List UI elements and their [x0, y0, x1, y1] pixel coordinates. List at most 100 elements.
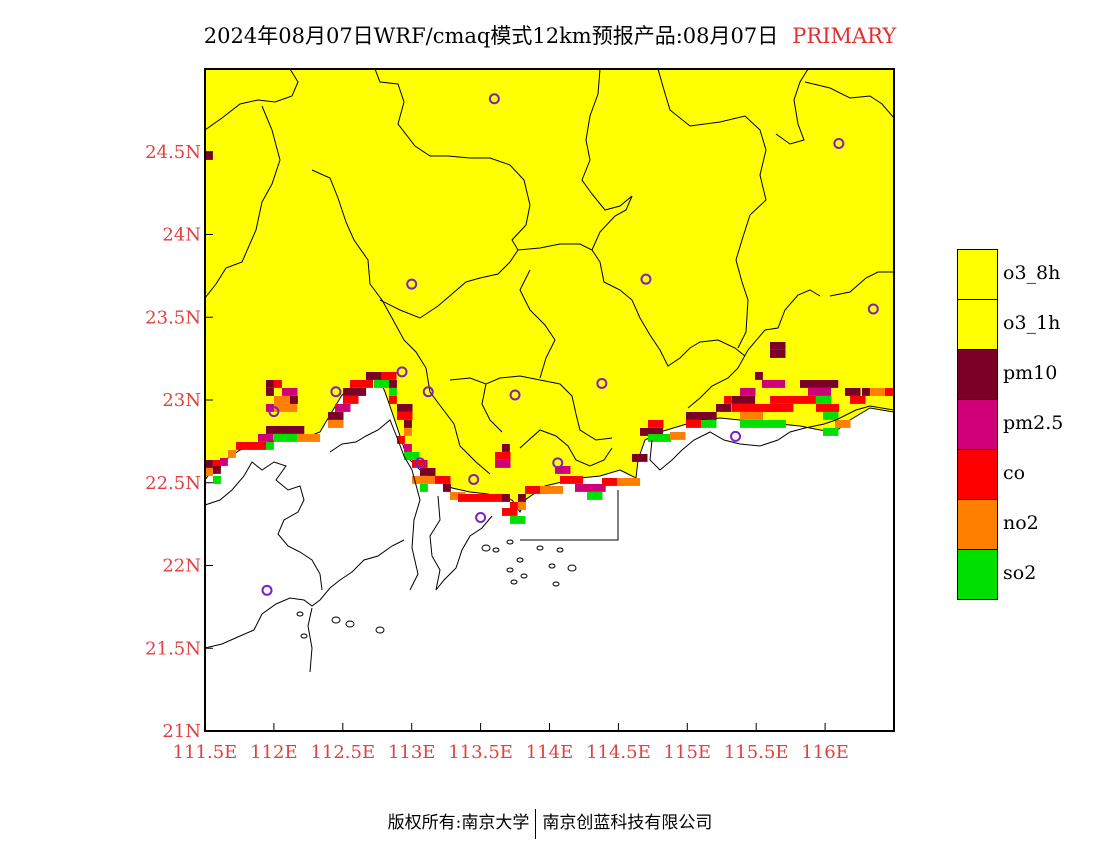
pollutant-cell-pm10 — [708, 412, 717, 420]
station-marker — [261, 584, 273, 596]
pollutant-cell-pm10 — [770, 342, 778, 350]
station-marker — [396, 366, 408, 378]
legend-label: o3_1h — [1003, 312, 1061, 334]
island-outline — [536, 545, 544, 551]
island-outline — [556, 547, 564, 553]
pollutant-cell-co — [808, 396, 816, 404]
border-line — [657, 68, 767, 349]
pollutant-cell-so2 — [411, 452, 420, 460]
border-line — [829, 271, 894, 297]
pollutant-cell-pm25 — [502, 460, 511, 468]
pollutant-cell-pm10 — [640, 428, 648, 436]
pollutant-cell-pm10 — [266, 380, 274, 388]
pollutant-cell-co — [693, 420, 702, 428]
pollutant-cell-no2 — [427, 476, 436, 484]
pollutant-cell-pm25 — [562, 466, 571, 474]
pollutant-cell-co — [495, 452, 503, 460]
admin-borders — [204, 68, 895, 673]
border-line — [204, 461, 323, 591]
pollutant-cell-pm10 — [343, 388, 351, 396]
pollutant-cell-co — [770, 396, 778, 404]
pollutant-cell-pm10 — [350, 388, 359, 396]
border-line — [307, 607, 313, 673]
x-tick-label: 112.5E — [310, 742, 375, 763]
island-outline — [481, 544, 491, 552]
pollutant-cell-co — [770, 404, 779, 412]
pollutant-cell-co — [236, 442, 244, 450]
title-highlight: PRIMARY — [792, 24, 897, 48]
pollutant-cell-co — [510, 502, 518, 510]
station-marker — [475, 512, 487, 524]
pollutant-cell-no2 — [297, 434, 305, 442]
pollutant-cell-so2 — [587, 492, 595, 500]
pollutant-cell-co — [732, 404, 740, 412]
pollutant-cell-pm25 — [220, 458, 228, 466]
legend-swatch — [957, 499, 998, 550]
pollutant-cell-pm10 — [358, 388, 367, 396]
pollutant-cell-so2 — [381, 380, 390, 388]
pollutant-cell-pm10 — [777, 350, 786, 358]
pollutant-cell-no2 — [450, 492, 458, 500]
pollutant-cell-co — [365, 380, 374, 388]
pollutant-cell-pm10 — [213, 466, 221, 474]
pollutant-cell-pm25 — [808, 388, 816, 396]
pollutant-cell-so2 — [823, 412, 831, 420]
pollutant-cell-co — [258, 442, 267, 450]
pollutant-cell-so2 — [648, 434, 656, 442]
pollutant-cell-so2 — [823, 396, 832, 404]
pollutant-cell-no2 — [747, 412, 756, 420]
legend-item-o3_1h: o3_1h — [957, 299, 1100, 350]
station-marker — [406, 278, 418, 290]
pollutant-cell-pm10 — [755, 372, 763, 380]
legend-label: co — [1003, 462, 1026, 484]
pollutant-cell-so2 — [655, 434, 664, 442]
pollutant-cell-so2 — [747, 420, 756, 428]
pollutant-cells — [205, 152, 894, 524]
pollutant-cell-so2 — [389, 388, 397, 396]
pollutant-cell-pm10 — [770, 350, 778, 358]
pollutant-cell-co — [496, 494, 504, 502]
pollutant-cell-co — [397, 412, 405, 420]
pollutant-cell-no2 — [281, 404, 290, 412]
pollutant-cell-co — [243, 442, 252, 450]
pollutant-cell-pm25 — [740, 388, 748, 396]
pollutant-cell-no2 — [518, 502, 526, 510]
pollutant-cell-co — [823, 404, 832, 412]
pollutant-cell-so2 — [830, 428, 839, 436]
station-marker — [414, 457, 426, 469]
pollutant-cell-pm25 — [815, 388, 824, 396]
pollutant-cell-pm10 — [273, 426, 282, 434]
pollutant-cell-co — [575, 476, 584, 484]
pollutant-cell-pm10 — [655, 428, 664, 436]
border-line — [804, 81, 895, 119]
legend-item-pm10: pm10 — [957, 349, 1100, 400]
pollutant-cell-no2 — [289, 404, 298, 412]
border-line — [379, 249, 519, 319]
border-line — [449, 375, 613, 441]
title-text: 2024年08月07日WRF/cmaq模式12km预报产品:08月07日 — [203, 24, 779, 48]
island-outline — [516, 557, 524, 563]
border-line — [374, 68, 601, 263]
pollutant-cell-so2 — [663, 434, 672, 442]
pollutant-cell-co — [609, 478, 618, 486]
pollutant-cell-pm10 — [328, 412, 336, 420]
pollutant-cell-so2 — [778, 420, 786, 428]
pollutant-cell-pm10 — [205, 460, 213, 468]
island-outline — [492, 547, 500, 553]
border-line — [204, 68, 299, 131]
island-outline — [300, 633, 308, 639]
pollutant-cell-pm25 — [575, 484, 583, 492]
pollutant-cell-so2 — [823, 428, 831, 436]
pollutant-cell-pm10 — [747, 396, 756, 404]
pollutant-cell-so2 — [266, 442, 274, 450]
y-tick-label: 23N — [162, 390, 201, 411]
border-line — [687, 289, 821, 409]
pollutant-cell-no2 — [412, 476, 420, 484]
pollutant-cell-co — [251, 442, 260, 450]
station-marker — [833, 137, 845, 149]
pollutant-cell-co — [525, 486, 533, 494]
pollutant-cell-so2 — [830, 412, 839, 420]
pollutant-cell-pm10 — [632, 454, 640, 462]
station-marker — [640, 273, 652, 285]
pollutant-cell-no2 — [617, 478, 625, 486]
